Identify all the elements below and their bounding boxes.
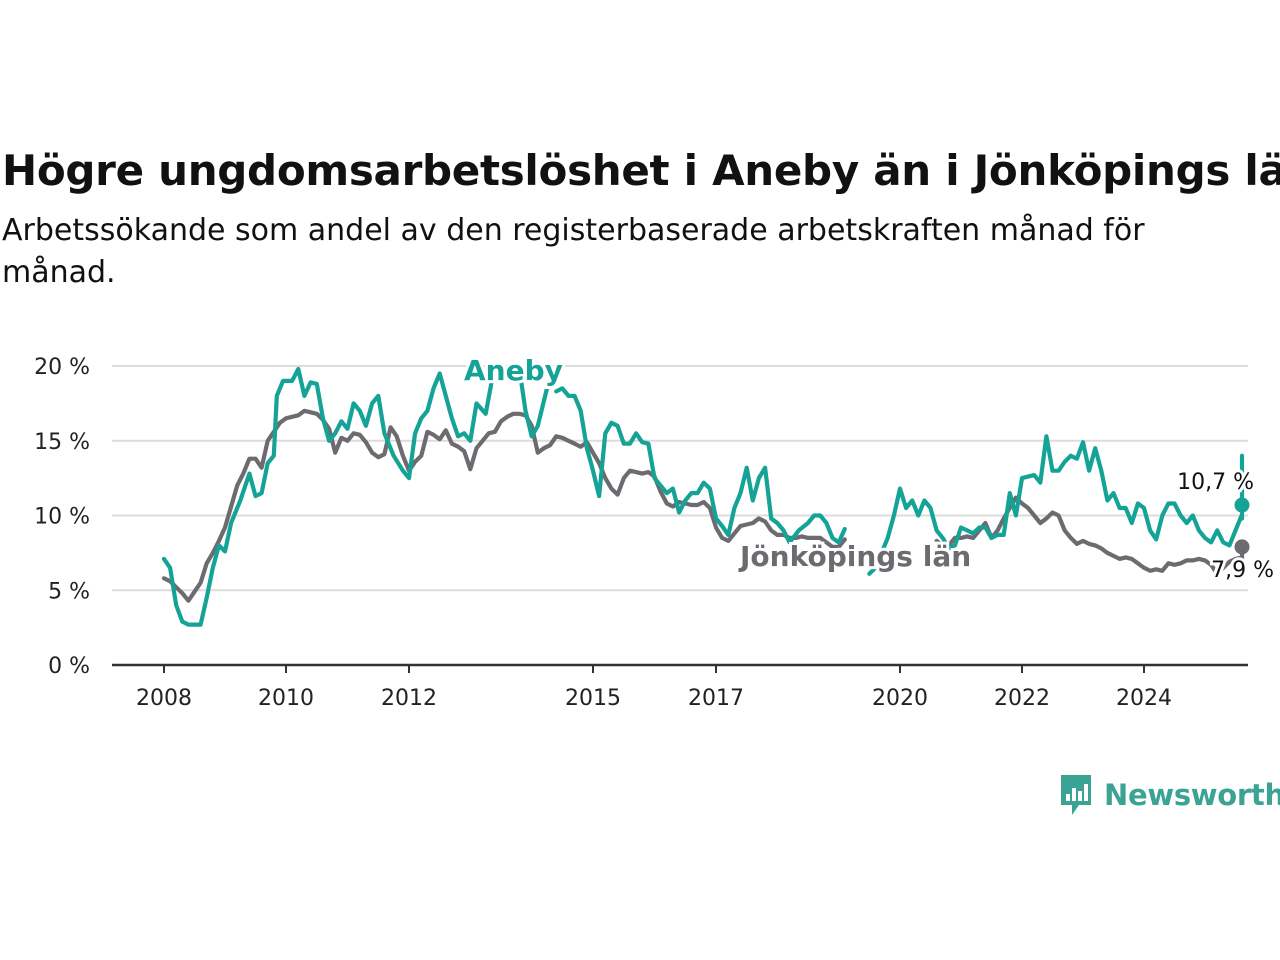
x-tick-label: 2015: [565, 686, 621, 710]
y-tick-label: 20 %: [34, 355, 90, 380]
end-label-aneby: 10,7 %: [1177, 470, 1254, 495]
x-tick-label: 2020: [872, 686, 928, 710]
end-point-jonkoping: [1234, 539, 1250, 555]
end-point-aneby: [1234, 497, 1250, 513]
x-tick-label: 2012: [381, 686, 437, 710]
x-tick-label: 2022: [994, 686, 1050, 710]
y-tick-label: 10 %: [34, 505, 90, 530]
gridlines: [112, 365, 1248, 667]
chart-subtitle: Arbetssökande som andel av den registerb…: [2, 213, 1145, 290]
x-axis-ticks: 2008 2010 2012 2015 2017 2020 2022 2024: [136, 665, 1172, 710]
y-axis-ticks: 0 % 5 % 10 % 15 % 20 %: [34, 355, 90, 679]
line-chart: 0 %5 %10 %15 %20 % 2008 2010 2012 2015 2017 2…: [34, 351, 1277, 710]
y-tick-label: 5 %: [48, 579, 90, 604]
x-tick-label: 2024: [1116, 686, 1172, 710]
end-label-jonkoping: 7,9 %: [1211, 558, 1274, 583]
newsworthy-logo-icon: [1061, 775, 1091, 815]
series-label-jonkoping: Jönköpings län: [738, 540, 971, 573]
series-line-aneby: [867, 434, 1245, 576]
series-lines: [161, 363, 1245, 627]
series-line-aneby: [554, 386, 847, 545]
newsworthy-brand[interactable]: Newsworthy: [1058, 772, 1280, 818]
chart-title: Högre ungdomsarbetslöshet i Aneby än i J…: [2, 146, 1280, 195]
series-line-aneby: [517, 366, 550, 439]
series-line-aneby: [161, 363, 500, 627]
y-tick-label: 0 %: [48, 654, 90, 679]
brand-name: Newsworthy: [1104, 778, 1280, 812]
x-tick-label: 2010: [258, 686, 314, 710]
end-points: 10,7 % 7,9 %: [1174, 467, 1277, 586]
series-label-aneby: Aneby: [464, 354, 563, 387]
x-tick-label: 2017: [688, 686, 744, 710]
x-tick-label: 2008: [136, 686, 192, 710]
y-tick-label: 15 %: [34, 430, 90, 455]
series-line-jonkoping: [934, 495, 1245, 576]
